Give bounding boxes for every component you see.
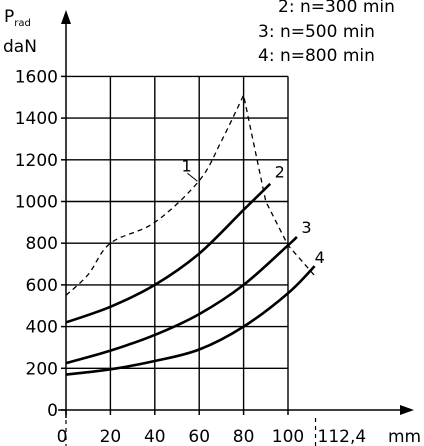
y-tick-label: 1000 <box>15 193 58 213</box>
x-tick-label: 100 <box>272 427 304 446</box>
series-3-line <box>65 235 298 365</box>
y-tick-label: 600 <box>26 276 58 296</box>
legend-item: 2: n=300 min <box>278 0 395 17</box>
legend: 2: n=300 min 3: n=500 min 4: n=800 min <box>258 0 395 66</box>
series-2-line <box>65 182 272 324</box>
y-tick-label: 400 <box>26 318 58 338</box>
x-tick-label: 40 <box>144 427 166 446</box>
x-axis-unit: mm <box>388 427 421 446</box>
y-tick-label: 1600 <box>15 67 58 87</box>
series-2-label: 2 <box>275 163 285 182</box>
y-tick-label: 0 <box>47 401 58 421</box>
x-tick-label: 80 <box>233 427 255 446</box>
axes <box>58 10 414 446</box>
x-extra-tick-label: 112,4 <box>318 427 367 446</box>
x-tick-label: 60 <box>188 427 210 446</box>
y-tick-label: 1200 <box>15 151 58 171</box>
series-labels: 1 2 34 <box>181 156 324 267</box>
y-axis-arrow <box>61 10 71 24</box>
x-tick-label: 0 <box>57 427 68 446</box>
series <box>65 93 316 376</box>
x-tick-label: 20 <box>100 427 122 446</box>
tick-labels: 0 200 400 600 800 1000 1200 1400 1600 0 20 40 60 80 10… <box>15 67 366 446</box>
x-axis-arrow <box>400 405 414 415</box>
series-4-label: 4 <box>315 248 325 267</box>
series-4-line <box>65 265 316 376</box>
y-tick-label: 1400 <box>15 109 58 129</box>
legend-item: 4: n=800 min <box>258 46 375 66</box>
y-tick-label: 200 <box>26 359 58 379</box>
y-axis-title: Prad <box>4 7 31 29</box>
series-1-line <box>65 93 316 296</box>
y-tick-label: 800 <box>26 234 58 254</box>
y-axis-unit: daN <box>3 37 37 57</box>
series-1-leader <box>187 172 198 182</box>
grid <box>66 75 289 410</box>
series-3-label: 3 <box>301 218 311 237</box>
legend-item: 3: n=500 min <box>258 22 375 42</box>
series-1-label: 1 <box>181 156 191 175</box>
